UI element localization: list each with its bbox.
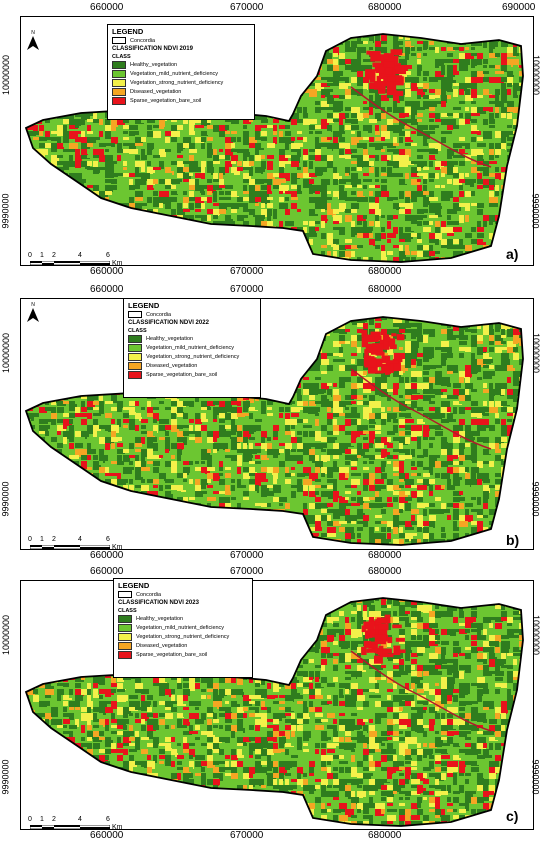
y-tick-right: 10000000 [531,54,542,96]
x-tick-top: 670000 [230,284,264,295]
legend-item: Sparse_vegetation_bare_soil [136,651,208,658]
scale-bar: 0 1 2 4 6 Km [28,816,123,831]
legend-item: Vegetation_mild_nutrient_deficiency [136,624,225,631]
x-tick-top: 690000 [502,2,536,13]
x-tick-bottom: 670000 [230,266,264,277]
boundary-outline [24,597,524,827]
x-tick-bottom: 680000 [368,266,402,277]
legend: LEGEND Concordia CLASSIFICATION NDVI 202… [113,578,253,678]
ndvi-map-2023 [24,597,524,827]
x-tick-bottom: 660000 [90,266,124,277]
boundary-outline [24,33,524,263]
y-tick-left: 10000000 [1,332,12,374]
x-tick-top: 670000 [230,2,264,13]
legend-item: Sparse_vegetation_bare_soil [130,97,202,104]
y-tick-right: 9990000 [530,481,541,517]
x-tick-top: 660000 [90,284,124,295]
panel-label: a) [506,246,519,262]
legend-item: Vegetation_strong_nutrient_deficiency [136,633,230,640]
x-tick-bottom: 670000 [230,830,264,841]
x-tick-top: 660000 [90,566,124,577]
scale-bar: 0 1 2 4 6 Km [28,536,123,551]
legend-item: Diseased_vegetation [130,88,182,95]
legend-item: Diseased_vegetation [136,642,188,649]
map-panel-c: 660000 670000 680000 10000000 9990000 10… [0,564,554,844]
x-tick-bottom: 670000 [230,550,264,561]
y-tick-left: 9990000 [0,193,11,229]
map-frame [20,580,534,830]
y-tick-right: 9990000 [530,759,541,795]
ndvi-map-2022 [24,316,524,546]
legend-item: Vegetation_mild_nutrient_deficiency [146,344,235,351]
panel-label: b) [506,532,520,548]
x-tick-top: 680000 [368,566,402,577]
x-tick-bottom: 660000 [90,830,124,841]
boundary-outline [24,316,524,546]
north-arrow-icon: N [27,302,39,322]
y-tick-left: 9990000 [0,759,11,795]
x-tick-top: 660000 [90,2,124,13]
ndvi-map-2019 [24,33,524,263]
scale-bar: 0 1 2 4 6 Km [28,252,123,267]
x-tick-bottom: 680000 [368,550,402,561]
legend: LEGEND Concordia CLASSIFICATION NDVI 201… [107,24,255,120]
y-tick-left: 10000000 [1,614,12,656]
x-tick-top: 680000 [368,2,402,13]
legend-item: Vegetation_mild_nutrient_deficiency [130,70,219,77]
map-frame [20,16,534,266]
x-tick-top: 670000 [230,566,264,577]
legend-item: Healthy_vegetation [130,61,178,68]
y-tick-right: 10000000 [531,332,542,374]
x-tick-top: 680000 [368,284,402,295]
y-tick-left: 9990000 [0,481,11,517]
legend-item: Sparse_vegetation_bare_soil [146,371,218,378]
x-tick-bottom: 660000 [90,550,124,561]
legend-item: Diseased_vegetation [146,362,198,369]
north-arrow-icon: N [27,30,39,50]
x-tick-bottom: 680000 [368,830,402,841]
legend-item: Healthy_vegetation [146,335,194,342]
legend-item: Healthy_vegetation [136,615,184,622]
map-panel-a: 660000 670000 680000 690000 10000000 999… [0,0,554,282]
map-frame [20,298,534,550]
panel-label: c) [506,808,519,824]
legend: LEGEND Concordia CLASSIFICATION NDVI 202… [123,298,261,398]
y-tick-right: 9990000 [530,193,541,229]
map-panel-b: 660000 670000 680000 10000000 9990000 10… [0,282,554,564]
legend-item: Vegetation_strong_nutrient_deficiency [130,79,224,86]
legend-item: Vegetation_strong_nutrient_deficiency [146,353,240,360]
y-tick-right: 10000000 [531,614,542,656]
y-tick-left: 10000000 [1,54,12,96]
